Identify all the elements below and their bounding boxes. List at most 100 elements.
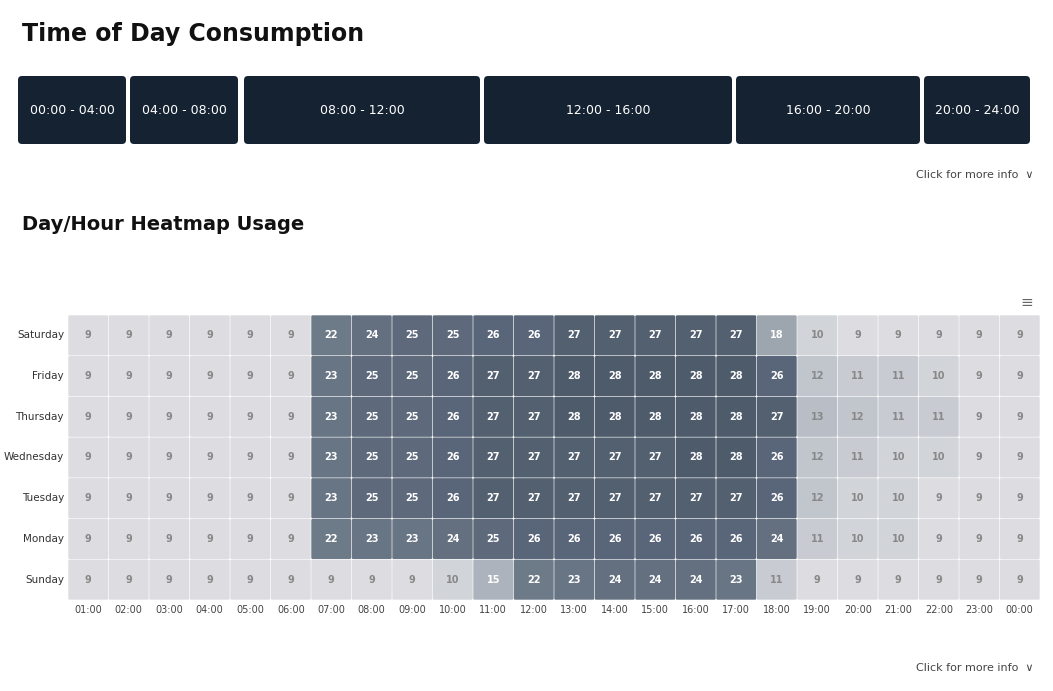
Text: 26: 26 <box>730 534 743 544</box>
FancyBboxPatch shape <box>18 76 126 144</box>
FancyBboxPatch shape <box>150 356 190 396</box>
Text: Monday: Monday <box>23 534 64 544</box>
FancyBboxPatch shape <box>108 437 148 477</box>
Text: 12: 12 <box>811 371 824 381</box>
FancyBboxPatch shape <box>999 478 1039 518</box>
Text: 16:00 - 20:00: 16:00 - 20:00 <box>786 104 871 117</box>
Text: 9: 9 <box>246 493 254 503</box>
FancyBboxPatch shape <box>514 478 554 518</box>
Text: 9: 9 <box>246 575 254 585</box>
Text: 9: 9 <box>1016 575 1024 585</box>
Text: 9: 9 <box>1016 534 1024 544</box>
FancyBboxPatch shape <box>271 356 311 396</box>
Text: 9: 9 <box>166 453 173 462</box>
FancyBboxPatch shape <box>393 478 432 518</box>
FancyBboxPatch shape <box>514 397 554 437</box>
FancyBboxPatch shape <box>433 356 473 396</box>
Text: 11: 11 <box>851 371 865 381</box>
Text: 9: 9 <box>246 412 254 422</box>
Text: 12:00 - 16:00: 12:00 - 16:00 <box>565 104 651 117</box>
Text: 23: 23 <box>730 575 743 585</box>
Text: 11:00: 11:00 <box>479 605 508 615</box>
FancyBboxPatch shape <box>919 437 958 477</box>
Text: 9: 9 <box>206 371 213 381</box>
FancyBboxPatch shape <box>959 315 999 355</box>
FancyBboxPatch shape <box>514 560 554 600</box>
FancyBboxPatch shape <box>838 478 878 518</box>
Text: 26: 26 <box>486 330 500 341</box>
FancyBboxPatch shape <box>190 519 230 559</box>
Text: 9: 9 <box>166 412 173 422</box>
Text: 9: 9 <box>125 453 132 462</box>
Text: 23: 23 <box>405 534 419 544</box>
FancyBboxPatch shape <box>716 356 756 396</box>
Text: 9: 9 <box>246 371 254 381</box>
Text: 12:00: 12:00 <box>520 605 548 615</box>
FancyBboxPatch shape <box>676 397 716 437</box>
FancyBboxPatch shape <box>999 560 1039 600</box>
Text: 00:00 - 04:00: 00:00 - 04:00 <box>29 104 115 117</box>
Text: 9: 9 <box>125 412 132 422</box>
Text: 27: 27 <box>486 412 500 422</box>
Text: 9: 9 <box>166 575 173 585</box>
Text: 02:00: 02:00 <box>115 605 143 615</box>
Text: 24: 24 <box>689 575 702 585</box>
FancyBboxPatch shape <box>635 437 675 477</box>
Text: 23:00: 23:00 <box>966 605 993 615</box>
Text: Click for more info  ∨: Click for more info ∨ <box>915 663 1033 673</box>
FancyBboxPatch shape <box>797 437 837 477</box>
Text: 10: 10 <box>892 493 905 503</box>
FancyBboxPatch shape <box>878 356 918 396</box>
FancyBboxPatch shape <box>473 519 513 559</box>
Text: 26: 26 <box>446 453 459 462</box>
Text: 11: 11 <box>892 412 905 422</box>
Text: 13:00: 13:00 <box>560 605 589 615</box>
FancyBboxPatch shape <box>554 437 594 477</box>
Text: 07:00: 07:00 <box>317 605 345 615</box>
FancyBboxPatch shape <box>393 315 432 355</box>
FancyBboxPatch shape <box>959 560 999 600</box>
Text: 18: 18 <box>770 330 783 341</box>
FancyBboxPatch shape <box>433 519 473 559</box>
FancyBboxPatch shape <box>231 437 271 477</box>
Text: 27: 27 <box>730 493 743 503</box>
FancyBboxPatch shape <box>393 437 432 477</box>
FancyBboxPatch shape <box>919 397 958 437</box>
Text: 28: 28 <box>649 371 662 381</box>
Text: 18:00: 18:00 <box>762 605 791 615</box>
Text: 9: 9 <box>125 493 132 503</box>
Text: 19:00: 19:00 <box>803 605 831 615</box>
Text: 28: 28 <box>730 453 743 462</box>
Text: 05:00: 05:00 <box>236 605 264 615</box>
FancyBboxPatch shape <box>923 76 1030 144</box>
FancyBboxPatch shape <box>352 315 392 355</box>
Text: Friday: Friday <box>33 371 64 381</box>
Text: 9: 9 <box>1016 493 1024 503</box>
Text: 13: 13 <box>811 412 824 422</box>
Text: 23: 23 <box>324 493 338 503</box>
Text: Sunday: Sunday <box>25 575 64 585</box>
FancyBboxPatch shape <box>231 315 271 355</box>
Text: 9: 9 <box>85 575 92 585</box>
FancyBboxPatch shape <box>433 315 473 355</box>
Text: Day/Hour Heatmap Usage: Day/Hour Heatmap Usage <box>22 215 304 234</box>
Text: 10: 10 <box>851 493 865 503</box>
FancyBboxPatch shape <box>393 356 432 396</box>
Text: 28: 28 <box>568 412 581 422</box>
Text: 9: 9 <box>895 575 901 585</box>
FancyBboxPatch shape <box>68 437 108 477</box>
FancyBboxPatch shape <box>514 437 554 477</box>
Text: 22: 22 <box>324 534 338 544</box>
FancyBboxPatch shape <box>352 478 392 518</box>
FancyBboxPatch shape <box>68 478 108 518</box>
Text: 9: 9 <box>854 575 861 585</box>
FancyBboxPatch shape <box>312 315 352 355</box>
Text: Wednesday: Wednesday <box>4 453 64 462</box>
Text: 25: 25 <box>405 453 419 462</box>
Text: 26: 26 <box>649 534 662 544</box>
FancyBboxPatch shape <box>878 315 918 355</box>
Text: 26: 26 <box>689 534 702 544</box>
Text: 9: 9 <box>125 371 132 381</box>
FancyBboxPatch shape <box>473 437 513 477</box>
Text: 9: 9 <box>287 534 294 544</box>
